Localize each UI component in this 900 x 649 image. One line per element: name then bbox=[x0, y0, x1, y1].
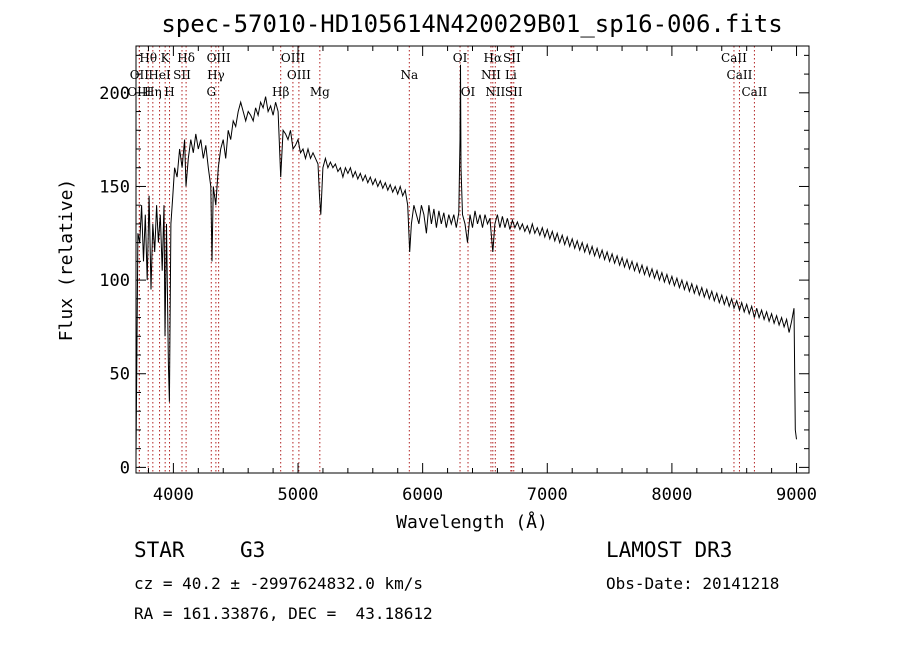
y-tick-label: 0 bbox=[120, 458, 130, 478]
spectral-line-label: OIII bbox=[127, 85, 151, 99]
spectral-line-label: K bbox=[161, 51, 171, 65]
obs-date-text: Obs-Date: 20141218 bbox=[606, 574, 780, 593]
spectral-line-label: Hθ bbox=[139, 51, 157, 65]
spectral-line-label: G bbox=[206, 85, 216, 99]
chart-title: spec-57010-HD105614N420029B01_sp16-006.f… bbox=[161, 10, 782, 38]
spectral-line-label: NII bbox=[485, 85, 505, 99]
y-tick-label: 50 bbox=[110, 365, 130, 385]
spectral-line-label: OIII bbox=[287, 68, 311, 82]
spectral-line-label: Na bbox=[400, 68, 418, 82]
spectral-line-label: OIII bbox=[281, 51, 305, 65]
spectral-line-label: H bbox=[164, 85, 174, 99]
spectral-line-label: Mg bbox=[310, 85, 330, 99]
coords-text: RA = 161.33876, DEC = 43.18612 bbox=[134, 604, 433, 623]
spectral-line-label: HeI bbox=[148, 68, 171, 82]
spectral-line-label: CaII bbox=[741, 85, 767, 99]
spectral-line-label: Hγ bbox=[207, 68, 225, 82]
survey-name: LAMOST DR3 bbox=[606, 538, 733, 562]
spectral-line-label: Hα bbox=[484, 51, 503, 65]
spectral-line-label: CaII bbox=[721, 51, 747, 65]
y-axis-label: Flux (relative) bbox=[56, 179, 77, 342]
spectral-line-label: Hδ bbox=[177, 51, 195, 65]
y-axis-ticks: 0 50 100 150 200 bbox=[99, 54, 809, 478]
object-subclass: G3 bbox=[240, 538, 266, 562]
flux-series-line bbox=[135, 64, 797, 459]
y-tick-label: 150 bbox=[99, 177, 130, 197]
x-tick-label: 9000 bbox=[776, 485, 817, 505]
x-axis-ticks: 4000 5000 6000 7000 8000 9000 bbox=[147, 46, 817, 505]
spectral-line-label: OI bbox=[461, 85, 476, 99]
x-tick-label: 4000 bbox=[153, 485, 194, 505]
spectral-line-label: Hη bbox=[144, 85, 162, 99]
spectral-line-label: SII bbox=[173, 68, 191, 82]
spectral-line-label: NII bbox=[481, 68, 501, 82]
spectral-line-label: Li bbox=[505, 68, 517, 82]
y-tick-label: 200 bbox=[99, 84, 130, 104]
spectral-line-label: OII bbox=[130, 68, 150, 82]
x-tick-label: 7000 bbox=[527, 485, 568, 505]
y-tick-label: 100 bbox=[99, 271, 130, 291]
spectral-line-markers bbox=[138, 46, 755, 473]
spectral-line-label: CaII bbox=[727, 68, 753, 82]
x-tick-label: 5000 bbox=[278, 485, 319, 505]
spectral-line-label: SII bbox=[505, 85, 523, 99]
spectral-line-label: Hβ bbox=[272, 85, 289, 99]
spectral-line-label: OI bbox=[453, 51, 468, 65]
spectral-line-label: SII bbox=[503, 51, 521, 65]
plot-frame bbox=[135, 45, 810, 474]
x-tick-label: 6000 bbox=[402, 485, 443, 505]
x-axis-label: Wavelength (Å) bbox=[396, 511, 548, 533]
spectral-line-label: OIII bbox=[207, 51, 231, 65]
x-tick-label: 8000 bbox=[651, 485, 692, 505]
redshift-text: cz = 40.2 ± -2997624832.0 km/s bbox=[134, 574, 423, 593]
object-class: STAR bbox=[134, 538, 185, 562]
